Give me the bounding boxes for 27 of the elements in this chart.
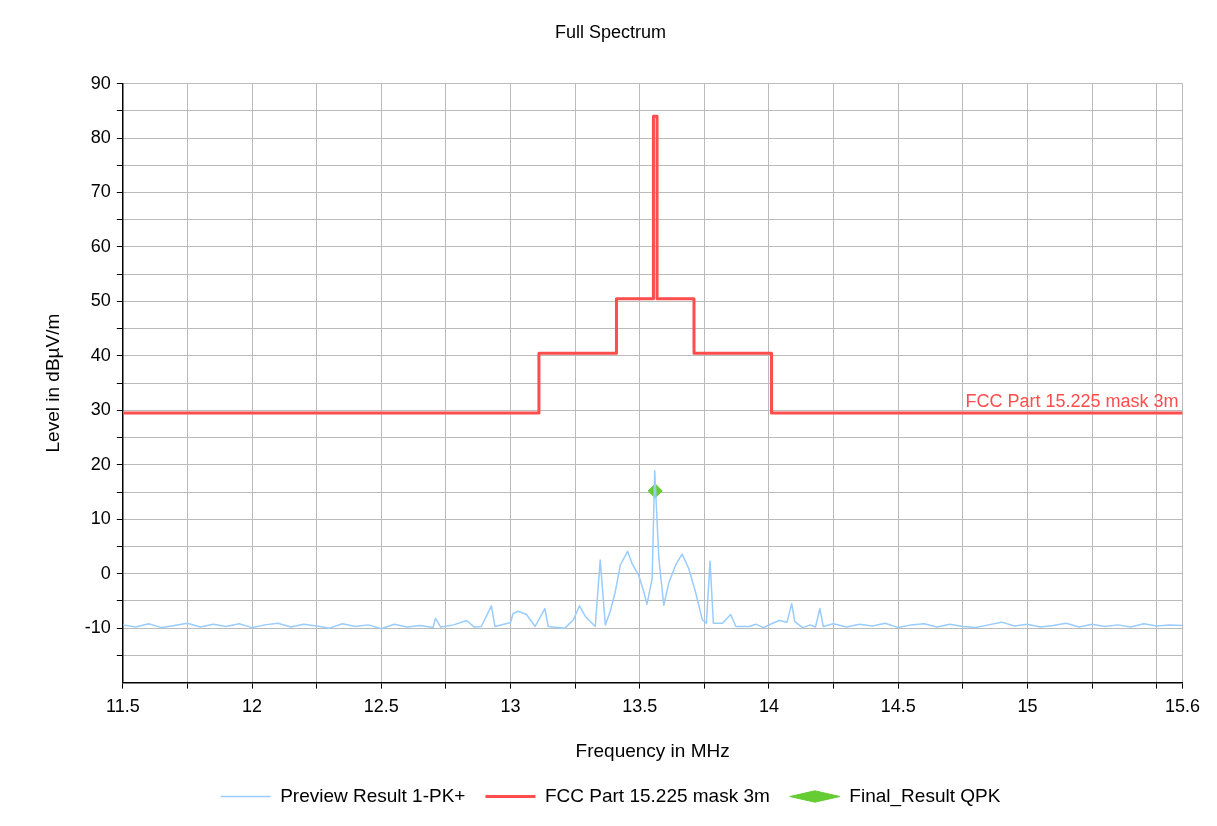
chart-title: Full Spectrum — [554, 21, 667, 42]
y-axis-title: Level in dBµV/m — [41, 313, 63, 453]
y-tick-label: 60 — [90, 235, 111, 256]
y-tick-label: -10 — [84, 617, 111, 638]
annotation: FCC Part 15.225 mask 3m — [965, 391, 1179, 412]
x-tick-label: 13 — [500, 696, 521, 717]
x-tick-label: 14 — [758, 696, 779, 717]
y-tick-label: 20 — [90, 453, 111, 474]
legend-label: Final_Result QPK — [849, 784, 1001, 807]
y-tick-label: 50 — [90, 290, 111, 311]
x-tick-label: 14.5 — [880, 696, 916, 717]
x-tick-label: 15.6 — [1164, 696, 1201, 717]
x-tick-label: 11.5 — [105, 696, 140, 717]
y-tick-label: 30 — [90, 399, 111, 420]
x-tick-label: 12.5 — [363, 696, 399, 717]
x-tick-label: 12 — [242, 696, 263, 717]
y-tick-label: 70 — [90, 181, 111, 202]
x-tick-label: 15 — [1017, 696, 1038, 717]
x-tick-label: 13.5 — [622, 696, 658, 717]
y-tick-label: 40 — [90, 344, 111, 365]
y-tick-label: 0 — [100, 562, 111, 583]
legend-label: Preview Result 1-PK+ — [280, 784, 466, 806]
y-tick-label: 90 — [90, 72, 111, 93]
x-axis-title: Frequency in MHz — [575, 739, 730, 761]
y-tick-label: 10 — [90, 508, 111, 529]
y-tick-label: 80 — [90, 127, 111, 148]
legend-label: FCC Part 15.225 mask 3m — [544, 784, 770, 806]
